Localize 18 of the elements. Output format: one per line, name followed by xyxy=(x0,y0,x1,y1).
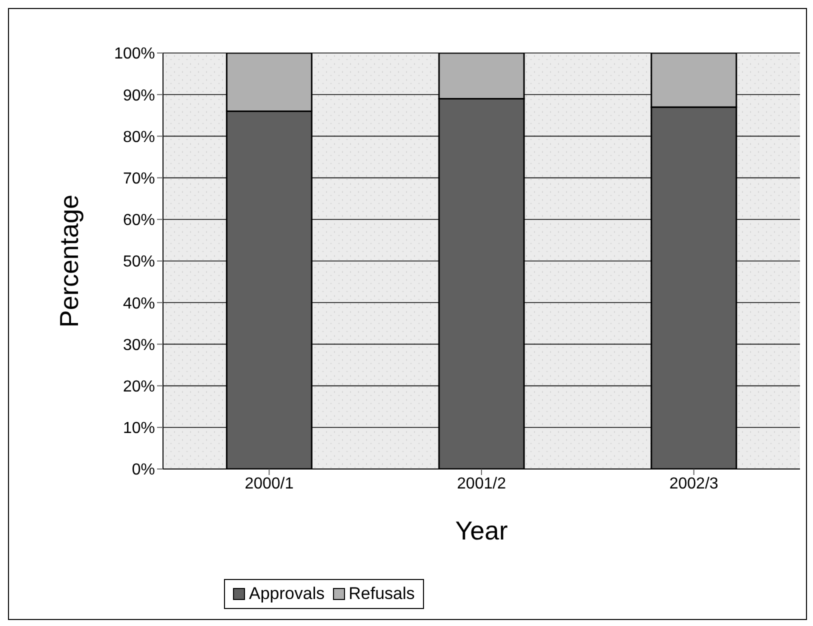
x-tick-label: 2002/3 xyxy=(669,475,718,492)
y-tick-label: 80% xyxy=(122,128,155,146)
y-tick-label: 60% xyxy=(122,212,155,230)
x-tick-label: 2001/2 xyxy=(457,475,506,492)
y-tick-label: 10% xyxy=(122,420,155,438)
legend-label: Refusals xyxy=(348,584,415,604)
y-tick-label: 0% xyxy=(132,462,155,479)
y-tick-label: 30% xyxy=(122,336,155,354)
y-tick-label: 50% xyxy=(122,254,155,271)
y-axis-title: Percentage xyxy=(54,194,84,328)
legend-label: Approvals xyxy=(249,584,325,604)
y-tick-label: 100% xyxy=(114,46,155,63)
y-tick-label: 40% xyxy=(122,295,155,312)
x-axis-title: Year xyxy=(455,515,508,546)
x-tick-label: 2000/1 xyxy=(244,475,294,492)
y-tick-label: 90% xyxy=(122,87,155,104)
y-tick-label: 20% xyxy=(122,378,155,396)
y-tick-label: 70% xyxy=(122,170,155,188)
